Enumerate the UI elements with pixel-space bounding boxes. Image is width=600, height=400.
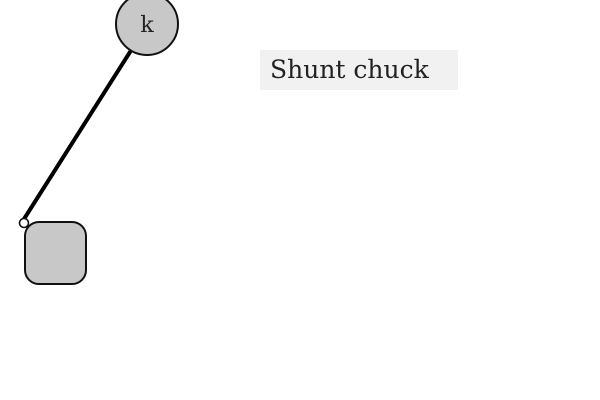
connector-edge	[22, 50, 132, 221]
connector-end-marker	[18, 217, 30, 229]
node-k-label: k	[140, 13, 154, 38]
node-square-shape[interactable]	[24, 221, 87, 285]
node-k-shape[interactable]	[115, 0, 179, 56]
caption-label: Shunt chuck	[260, 50, 458, 90]
node-square[interactable]	[24, 221, 87, 285]
node-k[interactable]: k	[115, 0, 179, 56]
